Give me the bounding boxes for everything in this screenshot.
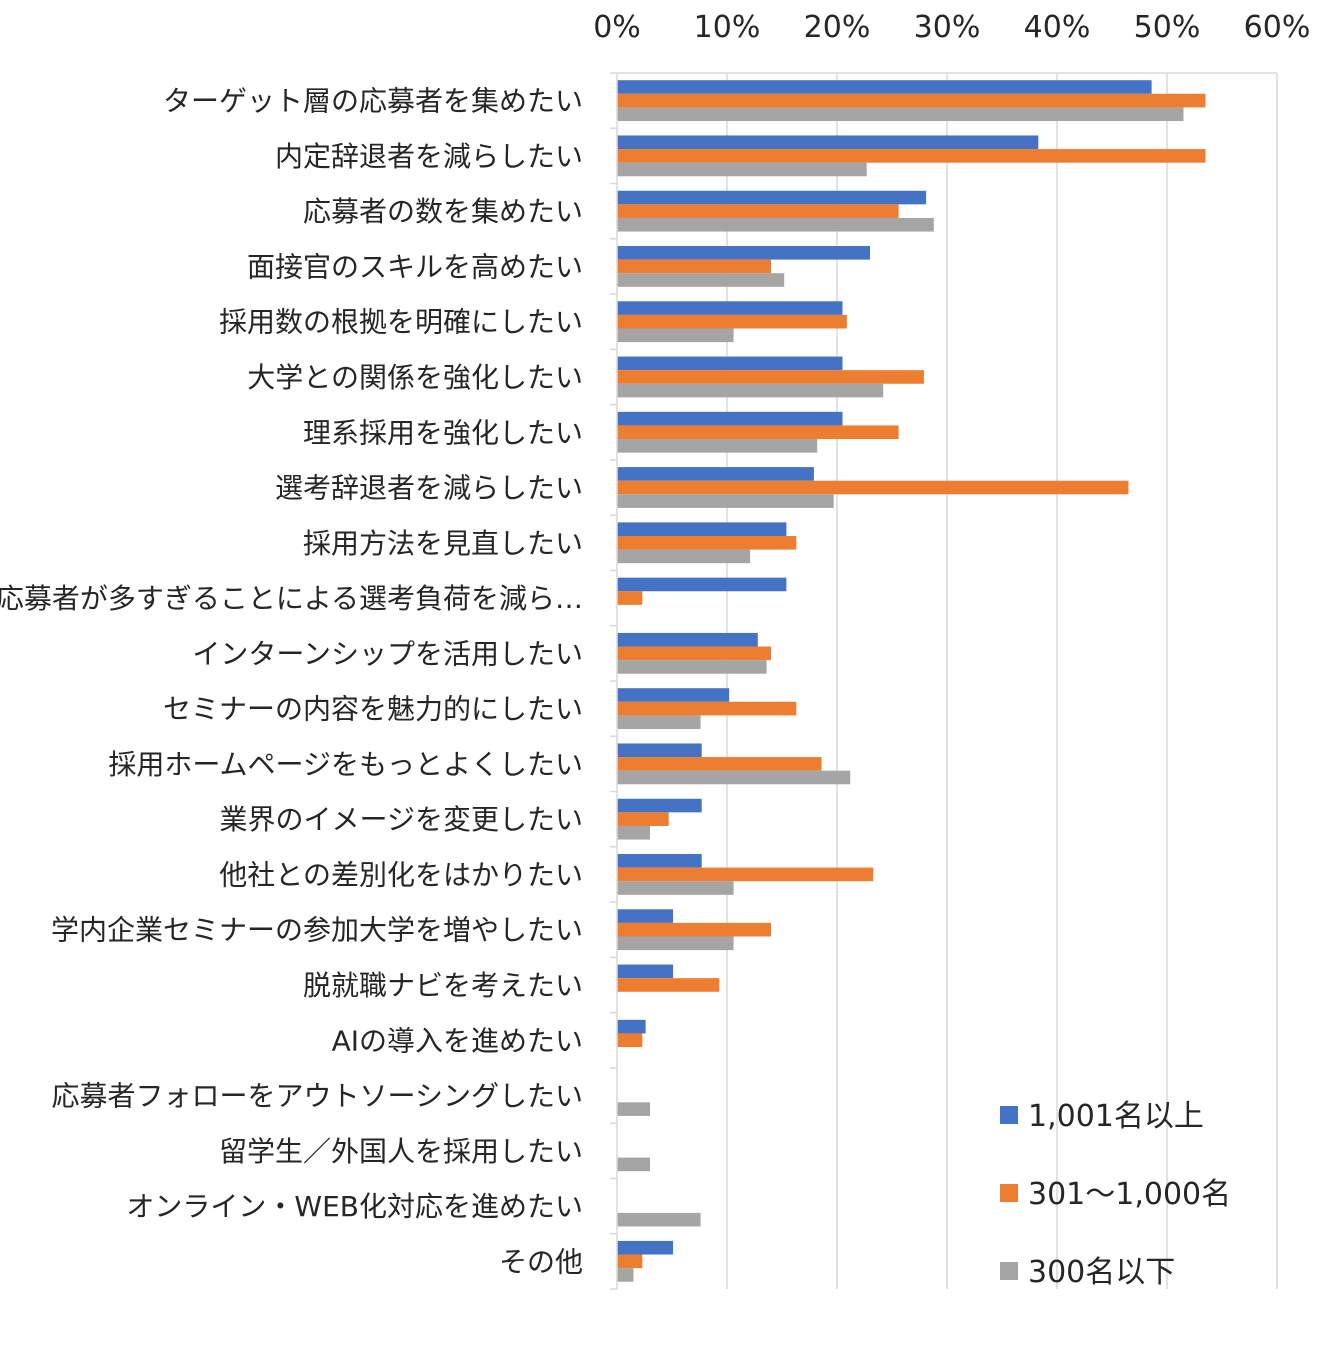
bar (617, 867, 874, 882)
bar (617, 204, 899, 218)
bar (617, 480, 1129, 495)
bar (617, 757, 822, 771)
category-label: 留学生／外国人を採用したい (219, 1135, 583, 1168)
x-tick-label: 20% (804, 10, 871, 45)
bar (617, 1157, 650, 1172)
category-label: 理系採用を強化したい (303, 416, 583, 449)
bar (617, 688, 730, 702)
category-label: インターンシップを活用したい (192, 637, 583, 670)
legend-swatch (1000, 1184, 1018, 1202)
bar (617, 162, 867, 177)
bar (617, 936, 734, 951)
bar (617, 314, 847, 329)
category-label: 応募者が多すぎることによる選考負荷を減ら… (0, 582, 583, 615)
legend-label: 1,001名以上 (1028, 1099, 1204, 1134)
bar (617, 549, 751, 564)
bar (617, 328, 734, 343)
legend-label: 301～1,000名 (1028, 1177, 1231, 1212)
bar (617, 93, 1206, 108)
bar (617, 743, 702, 758)
bar (617, 577, 787, 592)
bar (617, 798, 702, 813)
bar (617, 273, 785, 287)
category-label: 応募者の数を集めたい (303, 195, 583, 228)
category-label: 選考辞退者を減らしたい (275, 472, 583, 505)
category-label: ターゲット層の応募者を集めたい (163, 85, 583, 118)
category-label: オンライン・WEB化対応を進めたい (126, 1190, 583, 1223)
grid-lines (726, 73, 1278, 1289)
bar (617, 715, 701, 729)
x-tick-label: 0% (593, 10, 641, 45)
x-tick-label: 40% (1024, 10, 1091, 45)
bar (617, 494, 834, 508)
bar (617, 909, 674, 923)
bar (617, 1033, 643, 1048)
bar (617, 701, 797, 716)
bars (617, 80, 1206, 1282)
category-label: 採用ホームページをもっとよくしたい (108, 748, 583, 781)
y-axis (610, 72, 1277, 1290)
bar (617, 535, 797, 550)
legend-swatch (1000, 1262, 1018, 1280)
category-labels: ターゲット層の応募者を集めたい内定辞退者を減らしたい応募者の数を集めたい面接官の… (0, 85, 583, 1279)
category-label: 応募者フォローをアウトソーシングしたい (52, 1080, 583, 1113)
legend-swatch (1000, 1106, 1018, 1124)
bar (617, 149, 1206, 163)
bar (617, 825, 650, 840)
bar (617, 467, 814, 481)
bar (617, 370, 924, 384)
bar (617, 854, 702, 868)
category-label: 業界のイメージを変更したい (220, 803, 583, 836)
legend-label: 300名以下 (1028, 1255, 1175, 1290)
bar (617, 301, 843, 315)
x-tick-label: 50% (1134, 10, 1201, 45)
bar (617, 591, 643, 605)
category-label: 面接官のスキルを高めたい (247, 250, 583, 283)
bar (617, 964, 674, 979)
category-label: 脱就職ナビを考えたい (303, 969, 583, 1002)
category-label: 採用方法を見直したい (303, 527, 583, 560)
category-label: その他 (499, 1245, 583, 1278)
bar (617, 522, 787, 536)
bar (617, 135, 1039, 150)
bar (617, 1019, 646, 1034)
bar (617, 425, 899, 440)
bar (617, 812, 669, 826)
bar (617, 632, 758, 647)
category-label: セミナーの内容を魅力的にしたい (163, 693, 583, 726)
bar (617, 646, 771, 661)
x-tick-label: 10% (694, 10, 761, 45)
category-label: 大学との関係を強化したい (247, 361, 583, 394)
bar (617, 1212, 701, 1227)
x-tick-label: 60% (1244, 10, 1311, 45)
bar (617, 190, 927, 205)
bar (617, 356, 843, 371)
x-tick-label: 30% (914, 10, 981, 45)
category-label: AIの導入を進めたい (332, 1024, 583, 1057)
bar (617, 922, 771, 937)
category-label: 他社との差別化をはかりたい (219, 858, 583, 891)
bar (617, 978, 720, 992)
category-label: 学内企業セミナーの参加大学を増やしたい (51, 914, 583, 947)
bar (617, 259, 771, 274)
category-label: 採用数の根拠を明確にしたい (219, 306, 583, 339)
bar (617, 770, 851, 785)
bar (617, 1254, 643, 1269)
bar (617, 660, 767, 674)
bar (617, 107, 1184, 121)
legend: 1,001名以上 301～1,000名 300名以下 (1000, 1099, 1231, 1290)
bar (617, 1240, 674, 1255)
bar (617, 80, 1152, 94)
bar (617, 881, 734, 895)
bar (617, 1102, 650, 1116)
x-axis-ticks: 0% 10% 20% 30% 40% 50% 60% (593, 10, 1310, 45)
category-label: 内定辞退者を減らしたい (275, 140, 583, 173)
bar (617, 246, 870, 260)
bar (617, 439, 818, 453)
bar (617, 411, 843, 426)
bar (617, 217, 934, 232)
bar (617, 1268, 634, 1282)
bar (617, 383, 884, 398)
